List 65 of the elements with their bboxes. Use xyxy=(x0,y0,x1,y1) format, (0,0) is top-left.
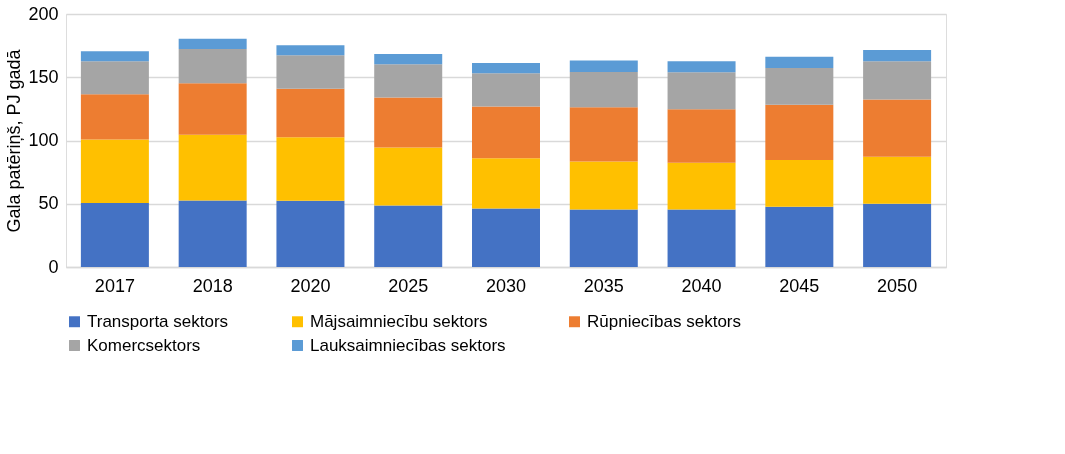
x-tick-label: 2018 xyxy=(192,275,233,296)
bar xyxy=(569,209,638,267)
bar xyxy=(276,137,345,201)
bar xyxy=(178,38,247,49)
bar xyxy=(178,200,247,267)
x-tick-label: 2040 xyxy=(681,275,722,296)
y-tick-label: 100 xyxy=(28,130,59,150)
bar xyxy=(276,45,345,56)
bar xyxy=(472,62,540,74)
y-axis-title: Gala patēriņš, PJ gadā xyxy=(4,48,25,233)
bar xyxy=(765,160,834,207)
bar xyxy=(472,208,540,267)
x-tick-label: 2030 xyxy=(485,275,527,296)
bar xyxy=(276,200,345,267)
bar xyxy=(178,134,247,201)
bar xyxy=(863,203,932,267)
x-tick-label: 2035 xyxy=(583,275,624,296)
bar xyxy=(569,71,638,108)
bar xyxy=(765,67,834,105)
bar xyxy=(569,60,638,72)
bar xyxy=(765,56,834,68)
legend-label: Rūpniecības sektors xyxy=(587,311,742,331)
bar xyxy=(765,104,834,161)
bar xyxy=(863,156,932,204)
bar xyxy=(863,49,932,62)
bar xyxy=(667,109,736,163)
bar xyxy=(863,99,932,157)
bar xyxy=(276,88,345,138)
bar xyxy=(472,158,540,209)
bar xyxy=(80,61,149,95)
bar xyxy=(374,147,443,206)
bar xyxy=(472,73,540,107)
y-tick-label: 50 xyxy=(38,193,59,214)
bar xyxy=(178,48,247,84)
bar xyxy=(374,97,443,148)
x-tick-label: 2025 xyxy=(388,275,429,296)
bar xyxy=(276,55,345,89)
bar xyxy=(667,72,736,110)
legend-label: Komercsektors xyxy=(87,335,201,355)
bar xyxy=(178,83,247,135)
y-tick-label: 200 xyxy=(28,3,59,24)
x-tick-label: 2050 xyxy=(877,275,918,296)
x-tick-label: 2020 xyxy=(290,275,331,296)
bar xyxy=(374,53,443,65)
bar xyxy=(80,139,149,204)
bar xyxy=(863,61,932,100)
bar xyxy=(569,161,638,210)
bar xyxy=(667,209,736,267)
bar xyxy=(472,106,540,159)
bar xyxy=(80,203,149,267)
bar xyxy=(667,162,736,210)
bar xyxy=(374,64,443,98)
bar xyxy=(80,51,149,62)
legend-label: Lauksaimniecības sektors xyxy=(310,335,506,355)
x-tick-label: 2017 xyxy=(94,275,135,296)
bar xyxy=(374,205,443,267)
y-tick-label: 150 xyxy=(28,66,59,87)
bar xyxy=(765,206,834,267)
bar xyxy=(667,61,736,73)
x-tick-label: 2045 xyxy=(779,275,820,296)
legend-label: Transporta sektors xyxy=(87,311,229,331)
legend-label: Mājsaimniecību sektors xyxy=(310,311,488,331)
bar xyxy=(80,94,149,140)
bar xyxy=(569,107,638,162)
y-tick-label: 0 xyxy=(48,256,59,277)
